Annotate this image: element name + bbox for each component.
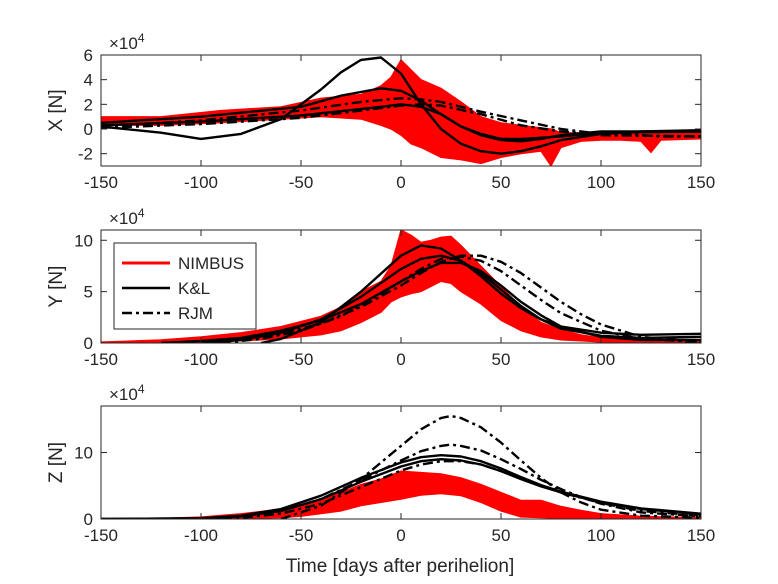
y-exponent-label: ×104	[109, 31, 145, 53]
x-tick-label: 100	[587, 526, 615, 545]
x-tick-label: 50	[492, 526, 511, 545]
x-tick-label: 100	[587, 350, 615, 369]
series-rjm-5	[101, 97, 701, 138]
series-rjm-6	[200, 254, 701, 343]
x-tick-label: 100	[587, 173, 615, 192]
x-tick-label: 50	[492, 350, 511, 369]
y-axis-label: X [N]	[46, 89, 67, 131]
series-rjm-6	[101, 103, 701, 138]
x-tick-label: -100	[184, 173, 218, 192]
y-tick-label: 10	[74, 231, 93, 250]
x-tick-label: 0	[396, 173, 405, 192]
plot-series	[101, 56, 701, 166]
series-rjm-6	[200, 460, 701, 519]
y-exponent-label: ×104	[109, 206, 145, 228]
y-tick-label: 0	[84, 120, 93, 139]
panel-3: -150 -100 -50 0 50 100 150 0 10 ×104 Z [N]	[46, 382, 715, 545]
x-tick-label: 0	[396, 350, 405, 369]
legend-box	[113, 242, 257, 330]
y-tick-label: 10	[74, 444, 93, 463]
x-tick-label: -100	[184, 350, 218, 369]
y-tick-label: -2	[78, 145, 93, 164]
y-tick-label: 4	[84, 71, 93, 90]
legend-label-3: RJM	[178, 304, 213, 323]
x-tick-label: -100	[184, 526, 218, 545]
x-tick-label: -150	[84, 173, 118, 192]
x-tick-label: 50	[492, 173, 511, 192]
y-exponent-label: ×104	[109, 382, 145, 404]
x-tick-label: 0	[396, 526, 405, 545]
y-tick-label: 0	[84, 334, 93, 353]
x-tick-label: -50	[289, 350, 314, 369]
legend-label-1: NIMBUS	[178, 254, 244, 273]
x-tick-label: 150	[687, 350, 715, 369]
y-tick-label: 5	[84, 283, 93, 302]
x-tick-label: -150	[84, 350, 118, 369]
plot-series	[101, 230, 701, 343]
x-axis-label: Time [days after perihelion]	[286, 556, 514, 577]
y-tick-label: 6	[84, 46, 93, 65]
series-nimbus-1	[101, 58, 701, 166]
y-tick-label: 0	[84, 510, 93, 529]
x-tick-label: -50	[289, 173, 314, 192]
series-nimbus-1	[101, 470, 701, 519]
y-axis-label: Z [N]	[46, 442, 67, 483]
legend-label-2: K&L	[178, 279, 210, 298]
x-tick-label: -50	[289, 526, 314, 545]
series-rjm-4	[280, 414, 701, 519]
x-tick-label: 150	[687, 173, 715, 192]
panel-1: -150 -100 -50 0 50 100 150 -2 0 2 4 6 ×104 X [N]	[46, 31, 715, 192]
series-k-l-4	[101, 103, 701, 141]
y-tick-label: 2	[84, 95, 93, 114]
y-axis-label: Y [N]	[46, 266, 67, 308]
x-tick-label: -150	[84, 526, 118, 545]
plot-series	[101, 414, 701, 519]
x-tick-label: 150	[687, 526, 715, 545]
legend: NIMBUS K&L RJM	[113, 242, 257, 330]
series-k-l-4	[160, 261, 701, 343]
